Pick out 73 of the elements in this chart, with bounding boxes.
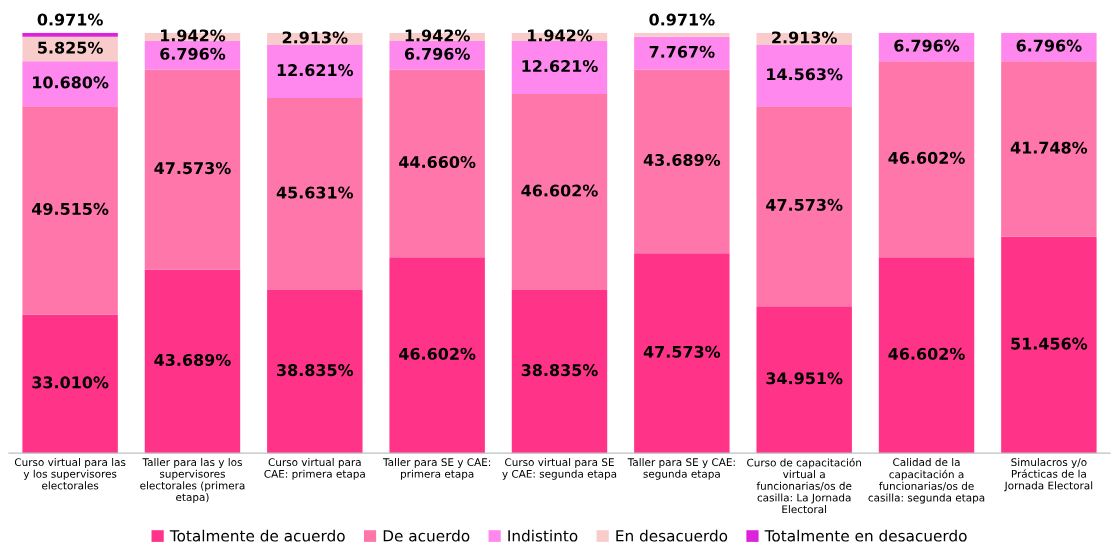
- bar: [389, 257, 485, 454]
- x-tick-label: Curso virtual para las y los supervisores electorales: [14, 458, 126, 490]
- data-label: 38.835%: [521, 364, 598, 377]
- bar: [267, 289, 363, 454]
- data-label: 46.602%: [521, 184, 598, 197]
- data-label: 47.573%: [643, 345, 721, 358]
- bar: [22, 61, 118, 107]
- bar: [511, 93, 608, 290]
- data-label: 6.796%: [1016, 39, 1082, 52]
- bar: [878, 61, 975, 258]
- data-label: 33.010%: [32, 376, 109, 389]
- data-label: 2.913%: [282, 31, 348, 44]
- x-tick-label: Curso virtual para CAE: primera etapa: [264, 458, 365, 480]
- bar: [634, 253, 730, 454]
- legend-label: Totalmente de acuerdo: [169, 529, 345, 542]
- data-label: 14.563%: [767, 68, 843, 81]
- legend-label: En desacuerdo: [616, 529, 728, 542]
- bar: [1001, 236, 1097, 454]
- data-label: 43.689%: [154, 353, 231, 366]
- bar: [22, 32, 118, 37]
- bar: [756, 45, 852, 107]
- legend-label: Indistinto: [508, 529, 578, 542]
- data-label: 46.602%: [399, 347, 476, 360]
- data-label: 6.796%: [894, 39, 960, 52]
- bar: [389, 69, 485, 258]
- data-label: 43.689%: [643, 153, 721, 166]
- data-label: 10.680%: [33, 76, 109, 89]
- data-label: 2.913%: [772, 31, 837, 44]
- x-tick-label: Taller para SE y CAE: primera etapa: [382, 458, 491, 480]
- data-label: 1.942%: [161, 29, 226, 42]
- x-tick-label: Calidad de la capacitación a funcionarias/os de casilla: segunda etapa: [868, 458, 985, 504]
- data-label: 45.631%: [276, 186, 354, 199]
- bar: [634, 32, 730, 37]
- bar: [22, 314, 118, 454]
- bar: [22, 106, 118, 315]
- data-label: 49.515%: [32, 202, 109, 215]
- x-tick-label: Curso de capacitación virtual a funcionarias/os de casilla: La Jornada Electoral: [747, 458, 861, 514]
- x-tick-label: Taller para las y los supervisores electorales (primera etapa): [140, 458, 245, 504]
- data-label: 41.748%: [1010, 141, 1088, 154]
- x-tick-label: Taller para SE y CAE: segunda etapa: [627, 458, 735, 480]
- data-label: 34.951%: [766, 372, 843, 385]
- data-label: 6.796%: [160, 47, 226, 60]
- bar: [756, 306, 852, 454]
- data-label: 47.573%: [154, 162, 231, 175]
- data-label: 47.573%: [766, 198, 843, 211]
- data-label: 46.602%: [888, 151, 965, 164]
- bar: [511, 40, 608, 94]
- data-label: 0.971%: [649, 13, 715, 26]
- x-tick-label: Simulacros y/o Prácticas de la Jornada Electoral: [1004, 458, 1093, 492]
- legend-label: Totalmente en desacuerdo: [764, 529, 967, 542]
- data-label: 12.621%: [277, 64, 354, 77]
- data-label: 51.456%: [1011, 337, 1088, 350]
- bar: [1001, 61, 1097, 237]
- bar: [511, 289, 608, 454]
- bar: [267, 98, 363, 290]
- bar: [144, 269, 241, 454]
- data-label: 12.621%: [522, 60, 598, 73]
- data-label: 1.942%: [405, 29, 470, 42]
- data-label: 44.660%: [399, 155, 476, 169]
- data-label: 1.942%: [528, 29, 593, 42]
- bar: [878, 257, 975, 454]
- data-label: 6.796%: [404, 47, 470, 60]
- data-label: 5.825%: [38, 41, 103, 54]
- x-tick-label: Curso virtual para SE y CAE: segunda etapa: [502, 458, 617, 480]
- bar: [267, 45, 363, 99]
- bar: [144, 69, 241, 270]
- legend-label: De acuerdo: [383, 529, 470, 542]
- data-label: 46.602%: [888, 347, 965, 360]
- bar: [634, 69, 730, 254]
- data-label: 38.835%: [277, 364, 354, 377]
- bar: [756, 106, 852, 307]
- data-label: 0.971%: [37, 13, 103, 26]
- data-label: 7.767%: [649, 45, 715, 58]
